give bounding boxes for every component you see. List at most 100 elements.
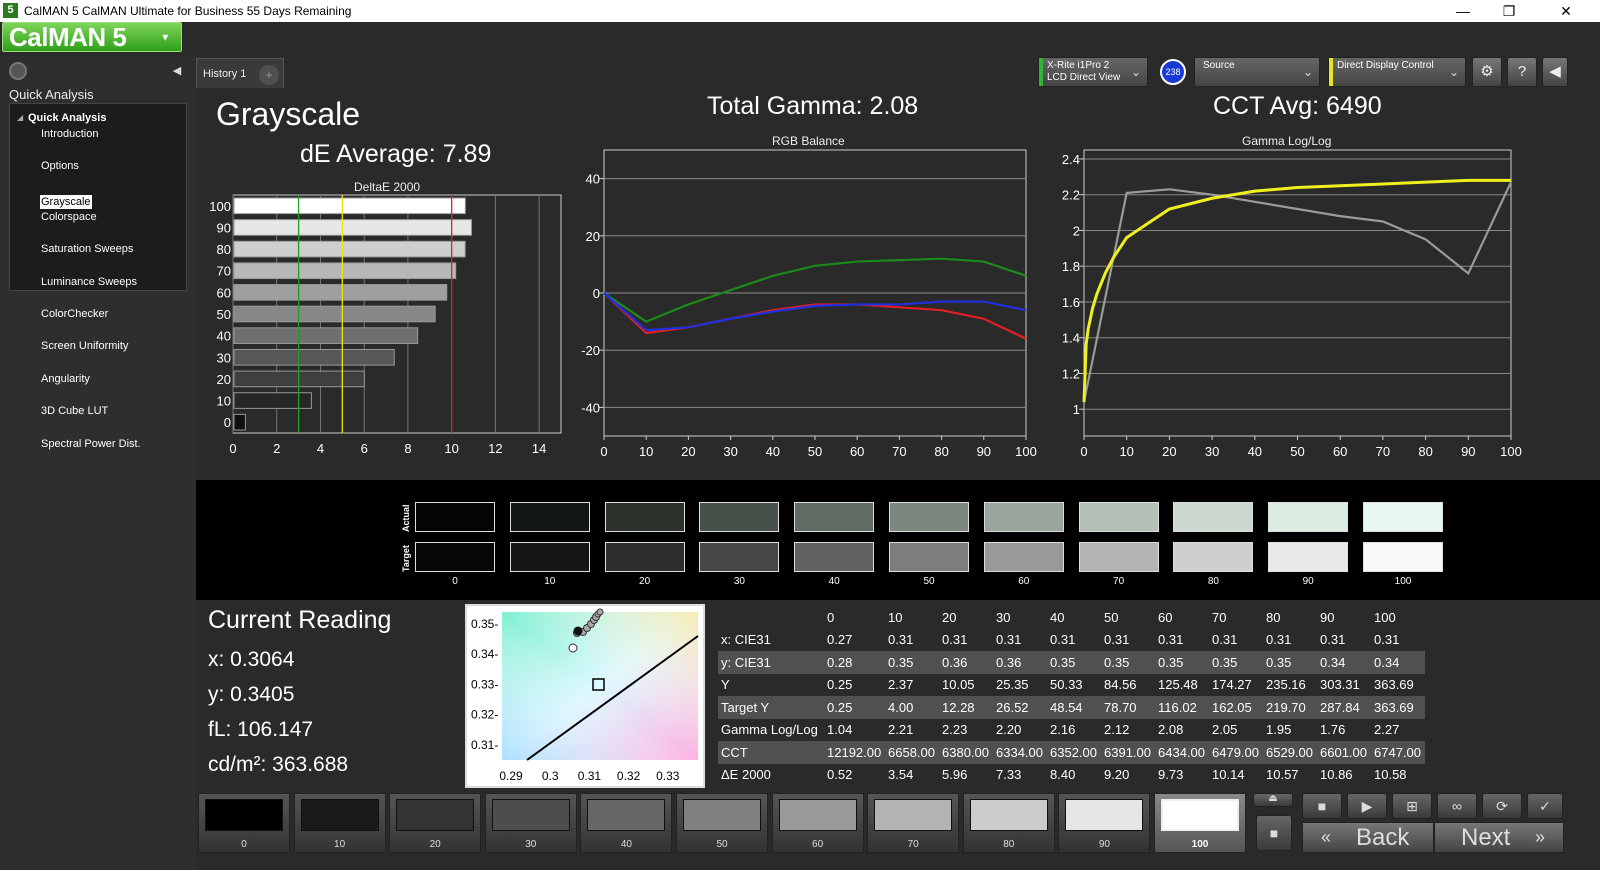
stop-icon[interactable]: ■ — [1302, 793, 1342, 819]
reading-cdm2: cd/m²: 363.688 — [208, 753, 349, 776]
patch-button-50[interactable]: 50 — [676, 793, 768, 853]
minimize-button[interactable]: — — [1456, 3, 1470, 19]
table-header-cell: 60 — [1155, 606, 1209, 629]
maximize-button[interactable]: ❐ — [1502, 3, 1516, 19]
sidebar-item-screen-uniformity[interactable]: Screen Uniformity — [41, 340, 129, 353]
deltae-y-tick: 50 — [217, 307, 231, 322]
next-button[interactable]: Next » — [1434, 822, 1564, 853]
meter-badge[interactable]: 238 — [1160, 59, 1186, 85]
window-titlebar: 5 CalMAN 5 CalMAN Ultimate for Business … — [0, 0, 1600, 22]
sidebar-item-introduction[interactable]: Introduction — [41, 128, 99, 140]
deltae-x-tick: 14 — [532, 441, 546, 456]
patch-button-20[interactable]: 20 — [389, 793, 482, 853]
table-row: ΔE 2000 0.52 3.54 5.96 7.33 8.40 9.20 9.73 10.14… — [718, 764, 1425, 787]
deltae-y-tick: 0 — [224, 415, 231, 430]
back-button[interactable]: « Back — [1302, 822, 1434, 853]
table-cell: 0.31 — [888, 632, 914, 648]
sidebar-item-grayscale[interactable]: Grayscale — [40, 194, 92, 210]
sidebar-item-options[interactable]: Options — [41, 160, 79, 173]
patch-button-90[interactable]: 90 — [1058, 793, 1151, 853]
table-cell: 6479.00 — [1209, 741, 1263, 764]
series-line — [603, 292, 1027, 332]
table-cell: 0.31 — [1212, 632, 1238, 648]
table-cell: 6334.00 — [993, 741, 1047, 764]
gear-icon[interactable]: ⚙ — [1472, 57, 1502, 87]
table-row: y: CIE31 0.28 0.35 0.36 0.36 0.35 0.35 0.35 0.35… — [718, 651, 1425, 674]
planckian-locus — [526, 635, 699, 761]
y-tick-label: 20 — [586, 229, 600, 244]
patch-button-80[interactable]: 80 — [962, 793, 1055, 853]
patch-button-10[interactable]: 10 — [293, 793, 386, 853]
meter-name: X-Rite i1Pro 2 — [1047, 60, 1110, 71]
target-swatch — [415, 542, 495, 572]
tree-root[interactable]: Quick Analysis — [28, 112, 107, 124]
measured-point — [568, 643, 578, 653]
patch-button-60[interactable]: 60 — [771, 793, 864, 853]
table-header-cell: 30 — [993, 606, 1047, 629]
help-icon[interactable]: ? — [1507, 57, 1537, 87]
collapse-sidebar-icon[interactable]: ◀ — [172, 65, 182, 77]
measure-step-icon[interactable]: ⊞ — [1392, 793, 1432, 819]
record-icon[interactable] — [9, 62, 27, 80]
patch-button-30[interactable]: 30 — [484, 793, 577, 853]
page-title: Grayscale — [216, 96, 361, 132]
refresh-icon[interactable]: ⟳ — [1482, 793, 1522, 819]
tab-history-1[interactable]: History 1 + — [196, 58, 284, 88]
table-cell: 12192.00 — [824, 741, 885, 764]
table-cell: 0.35 — [1101, 651, 1155, 674]
patch-label: 60 — [812, 839, 824, 850]
table-cell: 6380.00 — [939, 741, 993, 764]
patch-label: 10 — [334, 839, 346, 850]
table-cell: 0.35 — [1263, 651, 1317, 674]
actual-swatch — [983, 502, 1064, 532]
sidebar-item-luminance-sweeps[interactable]: Luminance Sweeps — [41, 275, 138, 288]
patch-button-70[interactable]: 70 — [867, 793, 960, 853]
check-icon[interactable]: ✓ — [1527, 793, 1563, 819]
calman-logo-menu[interactable]: CalMAN 5 ▾ — [2, 22, 182, 52]
add-tab-icon[interactable]: + — [259, 65, 279, 85]
deltae-bar — [233, 219, 472, 236]
display-status-bar — [1329, 58, 1333, 86]
source-selector[interactable]: Source ⌄ — [1194, 57, 1320, 87]
eject-icon[interactable]: ⏏ — [1253, 793, 1293, 807]
table-cell: 10.58 — [1374, 767, 1407, 783]
sidebar-item-colorspace[interactable]: Colorspace — [41, 210, 97, 223]
sidebar-item-3d-cube-lut[interactable]: 3D Cube LUT — [41, 405, 109, 418]
stop-measure-icon[interactable]: ■ — [1256, 815, 1292, 851]
table-cell: 48.54 — [1047, 696, 1101, 719]
table-cell: 50.33 — [1050, 677, 1083, 693]
play-icon[interactable]: ▶ — [1347, 793, 1387, 819]
patch-label: 40 — [620, 839, 632, 850]
table-row: Gamma Log/Log 1.04 2.21 2.23 2.20 2.16 2.12 2.0… — [718, 719, 1425, 742]
sidebar-item-angularity[interactable]: Angularity — [41, 372, 90, 385]
patch-button-0[interactable]: 0 — [198, 793, 290, 853]
x-tick-label: 60 — [850, 444, 864, 459]
table-cell: 287.84 — [1317, 696, 1371, 719]
meter-selector[interactable]: X-Rite i1Pro 2 LCD Direct View ⌄ — [1038, 57, 1148, 87]
current-reading: Current Reading x: 0.3064 y: 0.3405 fL: … — [196, 600, 466, 790]
table-cell: 235.16 — [1266, 677, 1306, 693]
chevron-down-icon: ⌄ — [1448, 65, 1459, 79]
table-cell: 10.86 — [1320, 767, 1353, 783]
collapse-icon[interactable]: ◀ — [1542, 57, 1568, 87]
sidebar-item-saturation-sweeps[interactable]: Saturation Sweeps — [41, 243, 134, 256]
tree-expand-icon[interactable]: ◢ — [17, 113, 24, 122]
rgb-balance-chart: 40 20 0 -20 -40 0 10 20 30 40 50 60 70 80 90 100 — [581, 149, 1037, 459]
table-cell: 0.31 — [996, 632, 1022, 648]
continuous-icon[interactable]: ∞ — [1437, 793, 1477, 819]
patch-button-100[interactable]: 100 — [1154, 793, 1246, 853]
table-cell: 0.31 — [1104, 632, 1130, 648]
sidebar-item-spectral-power-dist[interactable]: Spectral Power Dist. — [41, 437, 141, 450]
display-selector[interactable]: Direct Display Control ⌄ — [1328, 57, 1466, 87]
actual-swatch — [1363, 502, 1443, 532]
chevron-down-icon: ⌄ — [1302, 65, 1313, 79]
close-button[interactable]: ✕ — [1560, 3, 1572, 19]
x-tick-label: 0 — [600, 444, 607, 459]
current-point — [573, 626, 583, 636]
sidebar-item-colorchecker[interactable]: ColorChecker — [41, 307, 109, 320]
patch-button-40[interactable]: 40 — [580, 793, 673, 853]
table-cell: 6747.00 — [1371, 741, 1425, 764]
table-cell: 0.27 — [827, 632, 853, 648]
x-tick-label: 60 — [1333, 444, 1347, 459]
table-cell: 2.05 — [1212, 722, 1238, 738]
